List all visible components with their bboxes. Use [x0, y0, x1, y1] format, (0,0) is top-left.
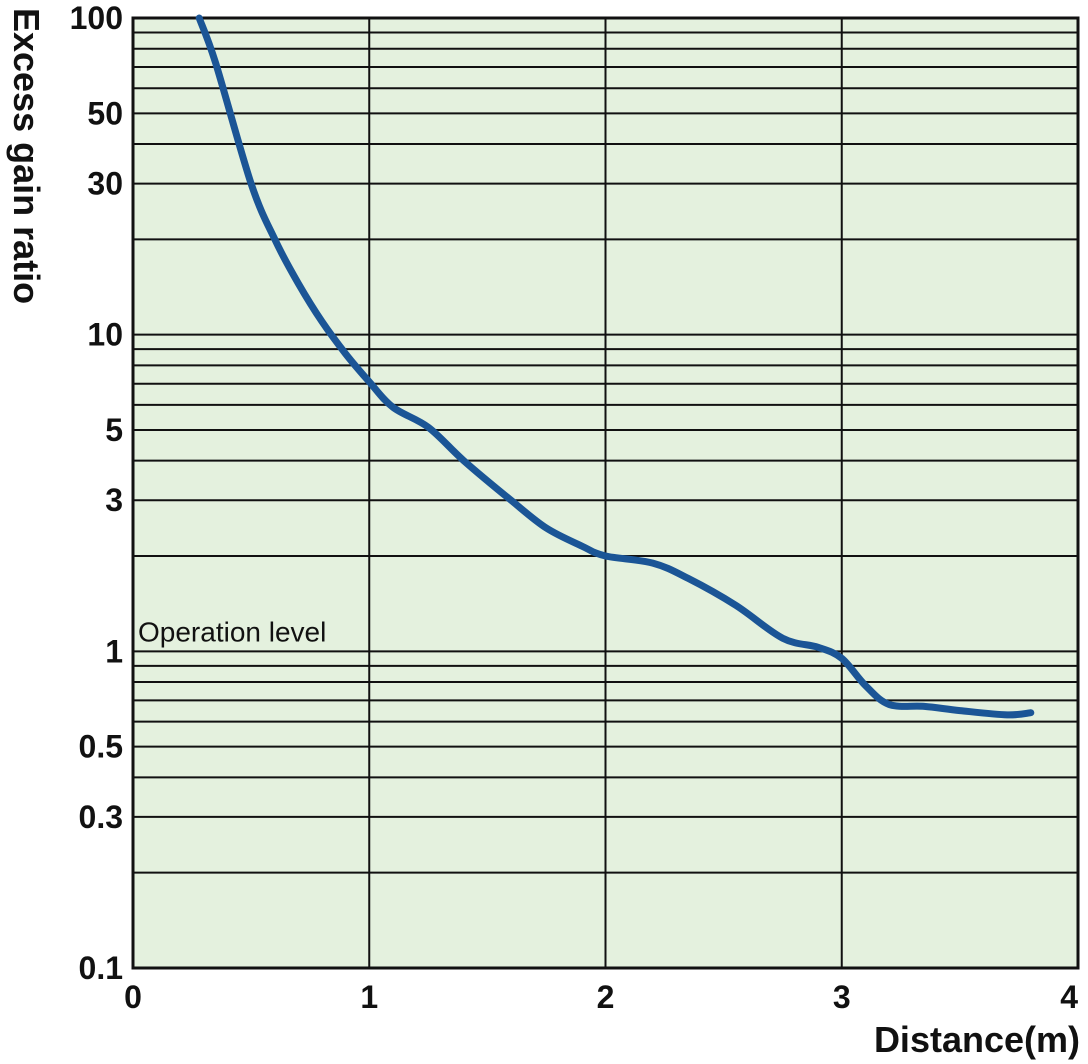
y-tick-label: 50	[87, 95, 123, 131]
y-tick-labels: 0.1 0.3 0.5 1 3 5 10 30 50 100	[70, 0, 123, 986]
operation-level-label: Operation level	[138, 616, 326, 647]
x-tick-labels: 0 1 2 3 4	[124, 979, 1078, 1015]
y-tick-label: 0.1	[79, 950, 123, 986]
y-tick-label: 5	[105, 412, 123, 448]
y-tick-label: 10	[87, 317, 123, 353]
x-tick-label: 1	[360, 979, 378, 1015]
y-axis-title: Excess gain ratio	[6, 8, 47, 304]
x-tick-label: 0	[124, 979, 142, 1015]
y-tick-label: 0.3	[79, 799, 123, 835]
series-line	[195, 14, 1035, 719]
x-tick-label: 3	[833, 979, 851, 1015]
x-axis-title: Distance(m)	[874, 1019, 1080, 1060]
y-tick-label: 0.5	[79, 729, 123, 765]
plot-frame	[131, 16, 1080, 970]
y-tick-label: 3	[105, 482, 123, 518]
y-tick-label: 1	[105, 633, 123, 669]
y-tick-label: 30	[87, 166, 123, 202]
series-layer	[195, 14, 1035, 719]
x-tick-label: 2	[597, 979, 615, 1015]
y-tick-label: 100	[70, 0, 123, 36]
x-tick-label: 4	[1060, 979, 1078, 1015]
